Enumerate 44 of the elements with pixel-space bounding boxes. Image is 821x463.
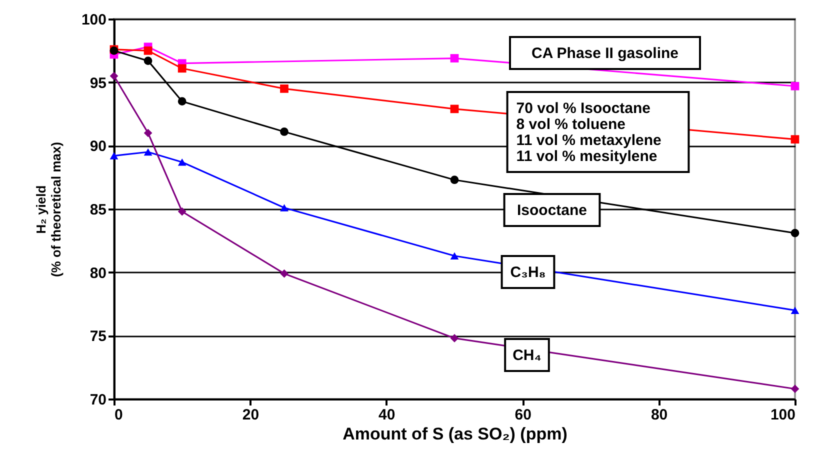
- point: [144, 46, 152, 55]
- point: [790, 306, 800, 314]
- x-tick-label: 40: [378, 406, 396, 424]
- y-tick-label: 75: [90, 328, 106, 346]
- point: [280, 204, 288, 212]
- x-tick-label: 0: [114, 406, 123, 424]
- point: [790, 82, 800, 90]
- series-label: CA Phase II gasoline: [532, 45, 678, 62]
- y-tick-label: 95: [90, 74, 106, 92]
- point: [110, 72, 118, 80]
- point: [144, 148, 152, 156]
- point: [178, 207, 186, 216]
- point: [178, 97, 186, 106]
- series-label: 70 vol % Isooctane 8 vol % toluene 11 vol % metaxylene 11 vol % mesitylene: [516, 100, 662, 165]
- point: [110, 152, 118, 160]
- point: [144, 56, 152, 65]
- series-label: CH₄: [512, 347, 542, 364]
- x-tick-label: 60: [514, 406, 532, 424]
- point: [178, 158, 186, 166]
- x-tick-label: 80: [650, 406, 668, 424]
- point: [790, 228, 800, 238]
- x-axis-title: Amount of S (as SO₂) (ppm): [342, 424, 568, 444]
- y-tick-label: 90: [90, 138, 106, 156]
- point: [450, 176, 459, 184]
- point: [280, 84, 288, 93]
- point: [790, 135, 800, 144]
- series-label: Isooctane: [516, 202, 588, 219]
- y-axis-title: H₂ yield (% of theoretical max): [33, 142, 64, 278]
- point: [790, 384, 800, 394]
- point: [280, 128, 288, 136]
- point: [280, 269, 288, 278]
- y-tick-label: 85: [90, 202, 106, 218]
- y-tick-label: 100: [81, 12, 106, 28]
- series-label: C₃H₈: [510, 264, 546, 281]
- point: [178, 64, 186, 73]
- y-tick-label: 70: [90, 392, 106, 408]
- point: [450, 252, 459, 260]
- x-tick-label: 20: [242, 406, 260, 424]
- point: [450, 54, 459, 62]
- point: [144, 128, 152, 138]
- y-tick-label: 80: [90, 264, 106, 282]
- x-tick-label: 100: [770, 406, 796, 424]
- point: [450, 334, 459, 342]
- point: [450, 104, 459, 114]
